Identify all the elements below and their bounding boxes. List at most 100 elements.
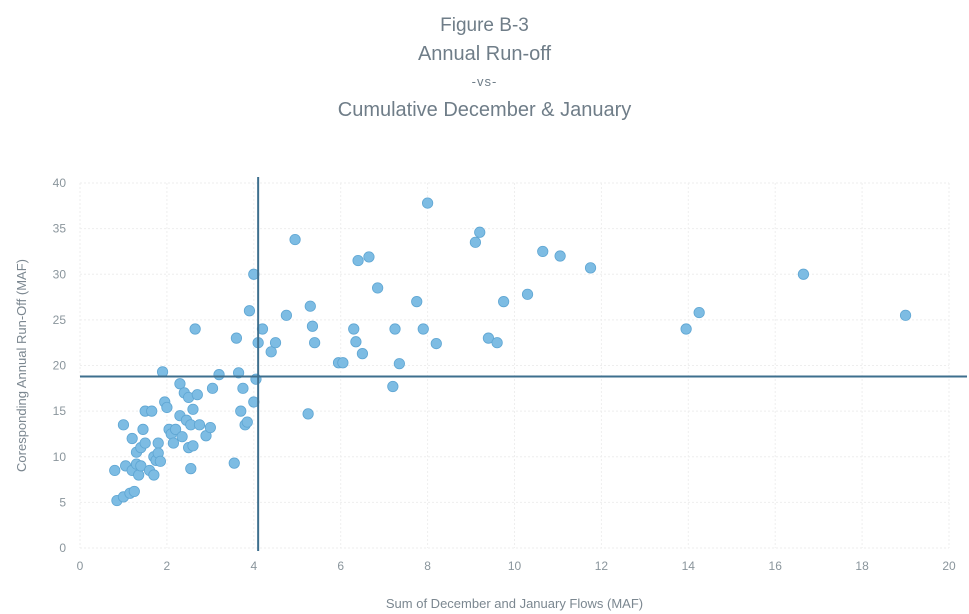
data-point (148, 469, 160, 481)
y-tick-label: 25 (53, 313, 67, 327)
x-tick-label: 10 (508, 559, 522, 573)
data-point (899, 309, 912, 321)
data-point (356, 348, 369, 360)
data-point (348, 323, 360, 335)
figure-label: Figure B-3 (440, 15, 529, 36)
data-point (491, 337, 503, 349)
data-point (337, 357, 349, 369)
data-point (584, 262, 597, 274)
data-point (387, 380, 399, 393)
y-tick-label: 10 (53, 450, 67, 464)
chart-title-line2: -vs- (471, 74, 498, 89)
data-point (228, 457, 240, 469)
data-point (474, 226, 486, 238)
x-tick-label: 16 (769, 559, 783, 573)
data-point (243, 305, 256, 317)
data-point (133, 469, 145, 481)
y-tick-label: 5 (59, 495, 66, 509)
y-axis-label: Coresponding Annual Run-Off (MAF) (14, 259, 29, 472)
x-tick-label: 4 (250, 559, 257, 573)
data-point (139, 437, 151, 449)
data-point (204, 421, 216, 434)
data-point (289, 233, 301, 246)
data-point (193, 419, 206, 431)
data-point (693, 306, 705, 319)
y-tick-labels: 0 5 10 15 20 25 30 35 40 (53, 176, 67, 555)
y-tick-label: 15 (53, 404, 67, 418)
data-point (161, 401, 173, 414)
data-point (797, 268, 810, 280)
data-point (521, 288, 534, 300)
data-point (389, 323, 401, 335)
x-tick-label: 18 (855, 559, 869, 573)
data-points (109, 197, 912, 507)
data-point (280, 309, 292, 321)
data-point (554, 250, 566, 262)
reference-lines (80, 177, 967, 551)
data-point (241, 416, 253, 428)
data-point (417, 323, 429, 335)
data-point (232, 367, 245, 379)
data-point (191, 389, 203, 401)
data-point (213, 369, 225, 381)
data-point (169, 423, 182, 435)
data-point (269, 337, 282, 349)
data-point (537, 245, 549, 258)
x-tick-label: 2 (164, 559, 171, 573)
y-tick-label: 35 (53, 222, 67, 236)
data-point (421, 197, 434, 209)
data-point (174, 378, 186, 390)
x-tick-label: 8 (424, 559, 431, 573)
data-point (680, 323, 692, 335)
data-point (469, 236, 481, 248)
chart-title-line3: Cumulative December & January (337, 99, 632, 121)
data-point (135, 460, 147, 472)
data-point (206, 382, 219, 394)
x-tick-label: 20 (942, 559, 956, 573)
data-point (309, 337, 321, 349)
y-tick-label: 30 (53, 267, 67, 281)
chart-titles: Figure B-3 Annual Run-off -vs- Cumulativ… (0, 12, 969, 124)
y-tick-label: 20 (53, 359, 67, 373)
data-point (235, 405, 247, 417)
x-tick-label: 14 (682, 559, 696, 573)
data-point (117, 419, 130, 431)
x-tick-label: 0 (77, 559, 84, 573)
x-tick-label: 12 (595, 559, 609, 573)
data-point (128, 485, 140, 498)
data-point (372, 282, 384, 294)
data-point (350, 336, 362, 348)
data-point (265, 346, 277, 358)
data-point (352, 254, 364, 267)
data-point (185, 463, 197, 475)
y-tick-label: 0 (59, 541, 66, 555)
data-point (167, 437, 180, 449)
data-point (146, 405, 158, 417)
data-point (187, 403, 199, 415)
data-point (302, 408, 314, 420)
x-tick-label: 6 (337, 559, 344, 573)
data-point (498, 296, 510, 308)
data-point (430, 337, 442, 350)
data-point (411, 296, 423, 308)
data-point (363, 251, 375, 263)
data-point (152, 437, 164, 449)
data-point (154, 455, 166, 467)
data-point (482, 332, 495, 344)
data-point (237, 382, 249, 394)
data-point (187, 440, 199, 452)
data-point (189, 323, 201, 335)
data-point (137, 423, 149, 435)
chart-title-line1: Annual Run-off (417, 43, 552, 65)
data-point (306, 320, 319, 332)
gridlines (79, 182, 950, 549)
data-point (393, 358, 405, 370)
data-point (109, 464, 121, 477)
data-point (126, 432, 138, 445)
data-point (304, 300, 316, 312)
data-point (176, 431, 188, 443)
x-axis-label: Sum of December and January Flows (MAF) (386, 596, 643, 611)
y-tick-label: 40 (53, 176, 67, 190)
x-tick-labels: 0 2 4 6 8 10 12 14 16 18 20 (77, 559, 956, 573)
